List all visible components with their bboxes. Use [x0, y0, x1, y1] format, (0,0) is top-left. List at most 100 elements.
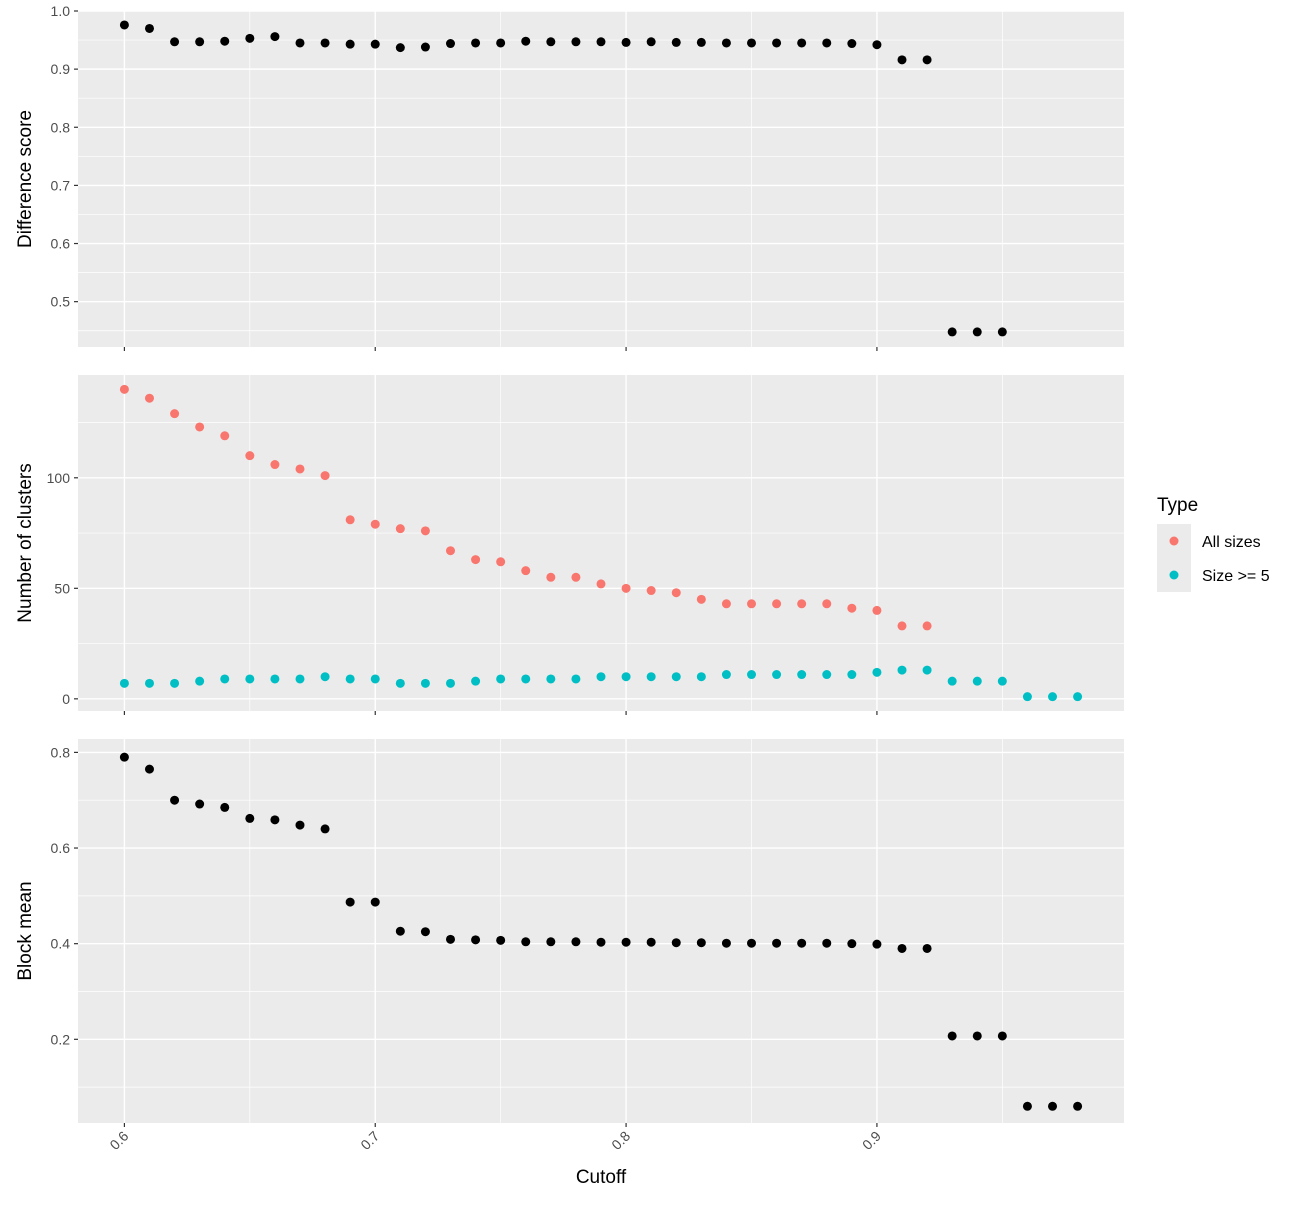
data-point-series-1 — [345, 39, 355, 49]
data-point-series-1 — [696, 37, 706, 47]
data-point-series-1 — [170, 795, 180, 805]
data-point-series-1 — [320, 38, 330, 48]
data-point-series-2 — [1073, 692, 1083, 702]
data-point-series-1 — [696, 938, 706, 948]
data-point-series-1 — [621, 937, 631, 947]
data-point-series-1 — [220, 431, 230, 441]
data-point-series-1 — [445, 934, 455, 944]
x-tick-label: 0.6 — [106, 1128, 131, 1153]
data-point-series-1 — [420, 526, 430, 536]
panel-3: 0.2 0.4 0.6 0.8 Block mean 0.6 0.7 0.8 0.9 — [15, 739, 1124, 1153]
data-point-series-1 — [721, 938, 731, 948]
y-tick-label: 0.9 — [51, 61, 71, 77]
data-point-series-1 — [721, 599, 731, 609]
data-point-series-1 — [546, 37, 556, 47]
data-point-series-2 — [445, 678, 455, 688]
legend-label-size-ge-5: Size >= 5 — [1202, 568, 1270, 585]
data-point-series-2 — [1022, 692, 1032, 702]
data-point-series-1 — [144, 393, 154, 403]
panel-background — [78, 11, 1124, 347]
data-point-series-1 — [797, 599, 807, 609]
data-point-series-1 — [822, 938, 832, 948]
data-point-series-1 — [195, 422, 205, 432]
data-point-series-1 — [797, 38, 807, 48]
data-point-series-1 — [922, 943, 932, 953]
y-tick-label: 0 — [62, 691, 70, 707]
data-point-series-1 — [997, 1031, 1007, 1041]
y-tick-label: 0.2 — [51, 1031, 71, 1047]
data-point-series-2 — [546, 674, 556, 684]
data-point-series-1 — [747, 599, 757, 609]
data-point-series-1 — [245, 33, 255, 43]
data-point-series-1 — [144, 23, 154, 33]
x-tick-label: 0.8 — [608, 1128, 633, 1153]
data-point-series-1 — [1073, 1101, 1083, 1111]
data-point-series-1 — [922, 55, 932, 65]
data-point-series-1 — [295, 38, 305, 48]
data-point-series-2 — [521, 674, 531, 684]
data-point-series-2 — [897, 665, 907, 675]
data-point-series-1 — [897, 55, 907, 65]
data-point-series-1 — [170, 37, 180, 47]
legend-key-size-ge-5 — [1169, 570, 1179, 580]
data-point-series-1 — [521, 566, 531, 576]
panel-background — [78, 375, 1124, 711]
data-point-series-1 — [872, 605, 882, 615]
data-point-series-2 — [772, 670, 782, 680]
y-tick-label: 0.8 — [51, 744, 71, 760]
data-point-series-2 — [270, 674, 280, 684]
data-point-series-1 — [170, 409, 180, 419]
data-point-series-1 — [471, 555, 481, 565]
data-point-series-2 — [195, 676, 205, 686]
data-point-series-1 — [420, 42, 430, 52]
data-point-series-1 — [546, 937, 556, 947]
data-point-series-1 — [772, 938, 782, 948]
data-point-series-1 — [220, 36, 230, 46]
data-point-series-1 — [496, 38, 506, 48]
y-tick-label: 0.5 — [51, 294, 71, 310]
data-point-series-1 — [270, 815, 280, 825]
data-point-series-1 — [119, 20, 129, 30]
data-point-series-1 — [596, 579, 606, 589]
y-axis-title: Block mean — [15, 881, 36, 980]
data-point-series-1 — [546, 572, 556, 582]
data-point-series-1 — [471, 935, 481, 945]
data-point-series-1 — [847, 603, 857, 613]
data-point-series-2 — [395, 678, 405, 688]
data-point-series-1 — [621, 37, 631, 47]
data-point-series-2 — [972, 676, 982, 686]
data-point-series-2 — [822, 670, 832, 680]
legend-label-all-sizes: All sizes — [1202, 534, 1261, 551]
data-point-series-1 — [395, 43, 405, 53]
y-tick-label: 0.4 — [51, 936, 71, 952]
y-axis-title: Difference score — [15, 110, 36, 248]
panel-background — [78, 739, 1124, 1123]
data-point-series-2 — [119, 678, 129, 688]
y-axis-title: Number of clusters — [15, 463, 36, 622]
data-point-series-1 — [345, 897, 355, 907]
data-point-series-1 — [571, 572, 581, 582]
data-point-series-1 — [571, 37, 581, 47]
y-tick-label: 100 — [47, 470, 71, 486]
data-point-series-1 — [496, 557, 506, 567]
data-point-series-1 — [972, 327, 982, 337]
data-point-series-2 — [947, 676, 957, 686]
data-point-series-1 — [445, 546, 455, 556]
data-point-series-2 — [295, 674, 305, 684]
data-point-series-1 — [671, 37, 681, 47]
data-point-series-1 — [872, 939, 882, 949]
data-point-series-1 — [897, 621, 907, 631]
data-point-series-1 — [696, 594, 706, 604]
data-point-series-2 — [370, 674, 380, 684]
data-point-series-1 — [521, 937, 531, 947]
data-point-series-2 — [571, 674, 581, 684]
data-point-series-2 — [496, 674, 506, 684]
data-point-series-1 — [370, 519, 380, 529]
panel-2: 0 50 100 Number of clusters — [15, 375, 1124, 715]
data-point-series-1 — [471, 38, 481, 48]
data-point-series-2 — [797, 670, 807, 680]
data-point-series-1 — [445, 39, 455, 49]
data-point-series-1 — [997, 327, 1007, 337]
data-point-series-2 — [997, 676, 1007, 686]
data-point-series-1 — [772, 38, 782, 48]
